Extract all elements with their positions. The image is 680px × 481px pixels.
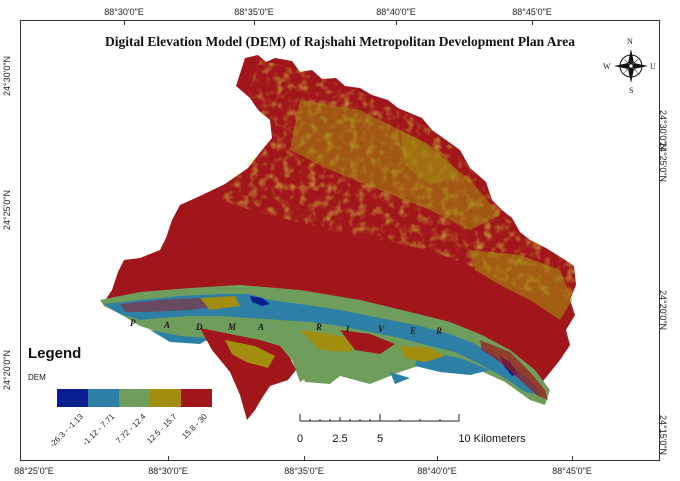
legend-swatch bbox=[119, 389, 150, 407]
coord-top-4: 88°45'0"E bbox=[512, 7, 552, 17]
coord-bottom-4: 88°40'0"E bbox=[417, 466, 457, 476]
river-letter: A bbox=[258, 322, 265, 332]
legend-subtitle: DEM bbox=[28, 373, 46, 382]
compass-south-label: S bbox=[629, 86, 634, 95]
compass-icon bbox=[614, 49, 648, 83]
tick bbox=[532, 20, 533, 25]
tick bbox=[396, 20, 397, 25]
river-letter: E bbox=[410, 326, 417, 336]
dem-class-low-area bbox=[150, 330, 210, 344]
tick bbox=[304, 456, 305, 461]
tick bbox=[124, 20, 125, 25]
river-letter: M bbox=[228, 322, 237, 332]
river-letter: A bbox=[164, 320, 171, 330]
tick bbox=[437, 456, 438, 461]
coord-bottom-2: 88°30'0"E bbox=[148, 466, 188, 476]
legend-swatch bbox=[150, 389, 181, 407]
dem-class-high-area bbox=[120, 298, 230, 312]
legend-swatch bbox=[88, 389, 119, 407]
tick bbox=[168, 456, 169, 461]
tick bbox=[254, 20, 255, 25]
legend-title: Legend bbox=[28, 345, 82, 362]
map-title: Digital Elevation Model (DEM) of Rajshah… bbox=[104, 34, 576, 49]
dem-class-midhigh-area bbox=[200, 296, 240, 310]
river-letter: R bbox=[436, 326, 443, 336]
river-letter: V bbox=[378, 324, 385, 334]
legend-swatch bbox=[181, 389, 212, 407]
dem-class-lowest-area bbox=[250, 296, 270, 306]
coord-bottom-5: 88°45'0"E bbox=[552, 466, 592, 476]
coord-bottom-1: 88°25'0"E bbox=[14, 466, 54, 476]
river-letter: D bbox=[196, 322, 203, 332]
dem-class-midhigh-area bbox=[300, 330, 360, 352]
legend-swatch bbox=[57, 389, 88, 407]
river-letter: R bbox=[316, 322, 323, 332]
compass-east-label: U bbox=[650, 62, 656, 71]
compass-west-label: W bbox=[603, 62, 611, 71]
dem-class-high-area bbox=[200, 328, 296, 420]
dem-class-midhigh-area bbox=[225, 340, 275, 368]
dem-class-midhigh-area bbox=[400, 346, 445, 362]
coord-bottom-3: 88°35'0"E bbox=[284, 466, 324, 476]
scale-bar bbox=[299, 414, 460, 422]
dem-class-high-area bbox=[480, 340, 548, 400]
scale-label-2-5: 2.5 bbox=[332, 433, 348, 445]
scale-label-0: 0 bbox=[296, 433, 304, 445]
dem-class-midhigh-area bbox=[470, 250, 572, 320]
dem-class-high-area bbox=[340, 330, 395, 354]
legend-color-bar bbox=[57, 389, 212, 407]
dem-class-midhigh-area bbox=[290, 100, 500, 230]
dem-class-low-area bbox=[390, 372, 410, 384]
compass-north-label: N bbox=[627, 37, 633, 46]
coord-top-2: 88°35'0"E bbox=[234, 7, 274, 17]
scale-label-10: 10 Kilometers bbox=[458, 433, 526, 445]
dem-class-midlow-area bbox=[298, 356, 345, 384]
coord-top-3: 88°40'0"E bbox=[376, 7, 416, 17]
river-letter: P bbox=[130, 318, 136, 328]
coord-top-1: 88°30'0"E bbox=[104, 7, 144, 17]
dem-class-midhigh-area bbox=[400, 130, 460, 185]
scale-label-5: 5 bbox=[376, 433, 384, 445]
tick bbox=[572, 456, 573, 461]
river-letter: I bbox=[346, 324, 350, 334]
